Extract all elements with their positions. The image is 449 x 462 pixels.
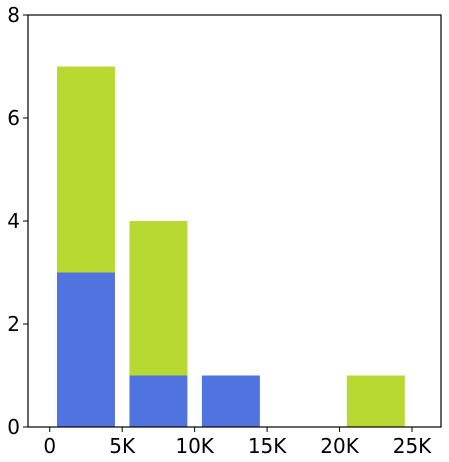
bars-layer xyxy=(56,66,405,427)
x-tick-label: 0 xyxy=(43,434,56,458)
bar-bin-1-series-2 xyxy=(56,66,115,273)
bar-bin-5-series-2 xyxy=(346,375,405,427)
y-tick-label: 6 xyxy=(7,106,20,130)
x-axis: 0 5K 10K 15K 20K 25K xyxy=(43,427,432,458)
bar-bin-2-series-1 xyxy=(129,375,188,427)
bar-bin-3-series-1 xyxy=(201,375,260,427)
y-axis: 0 2 4 6 8 xyxy=(7,3,28,439)
x-tick-label: 10K xyxy=(175,434,214,458)
x-tick-label: 25K xyxy=(393,434,432,458)
x-tick-label: 15K xyxy=(248,434,287,458)
bar-bin-2-series-2 xyxy=(129,221,188,376)
y-tick-label: 0 xyxy=(7,415,20,439)
y-tick-label: 2 xyxy=(7,312,20,336)
y-tick-label: 8 xyxy=(7,3,20,27)
bar-bin-1-series-1 xyxy=(56,272,115,427)
x-tick-label: 20K xyxy=(320,434,359,458)
x-tick-label: 5K xyxy=(109,434,136,458)
y-tick-label: 4 xyxy=(7,209,20,233)
